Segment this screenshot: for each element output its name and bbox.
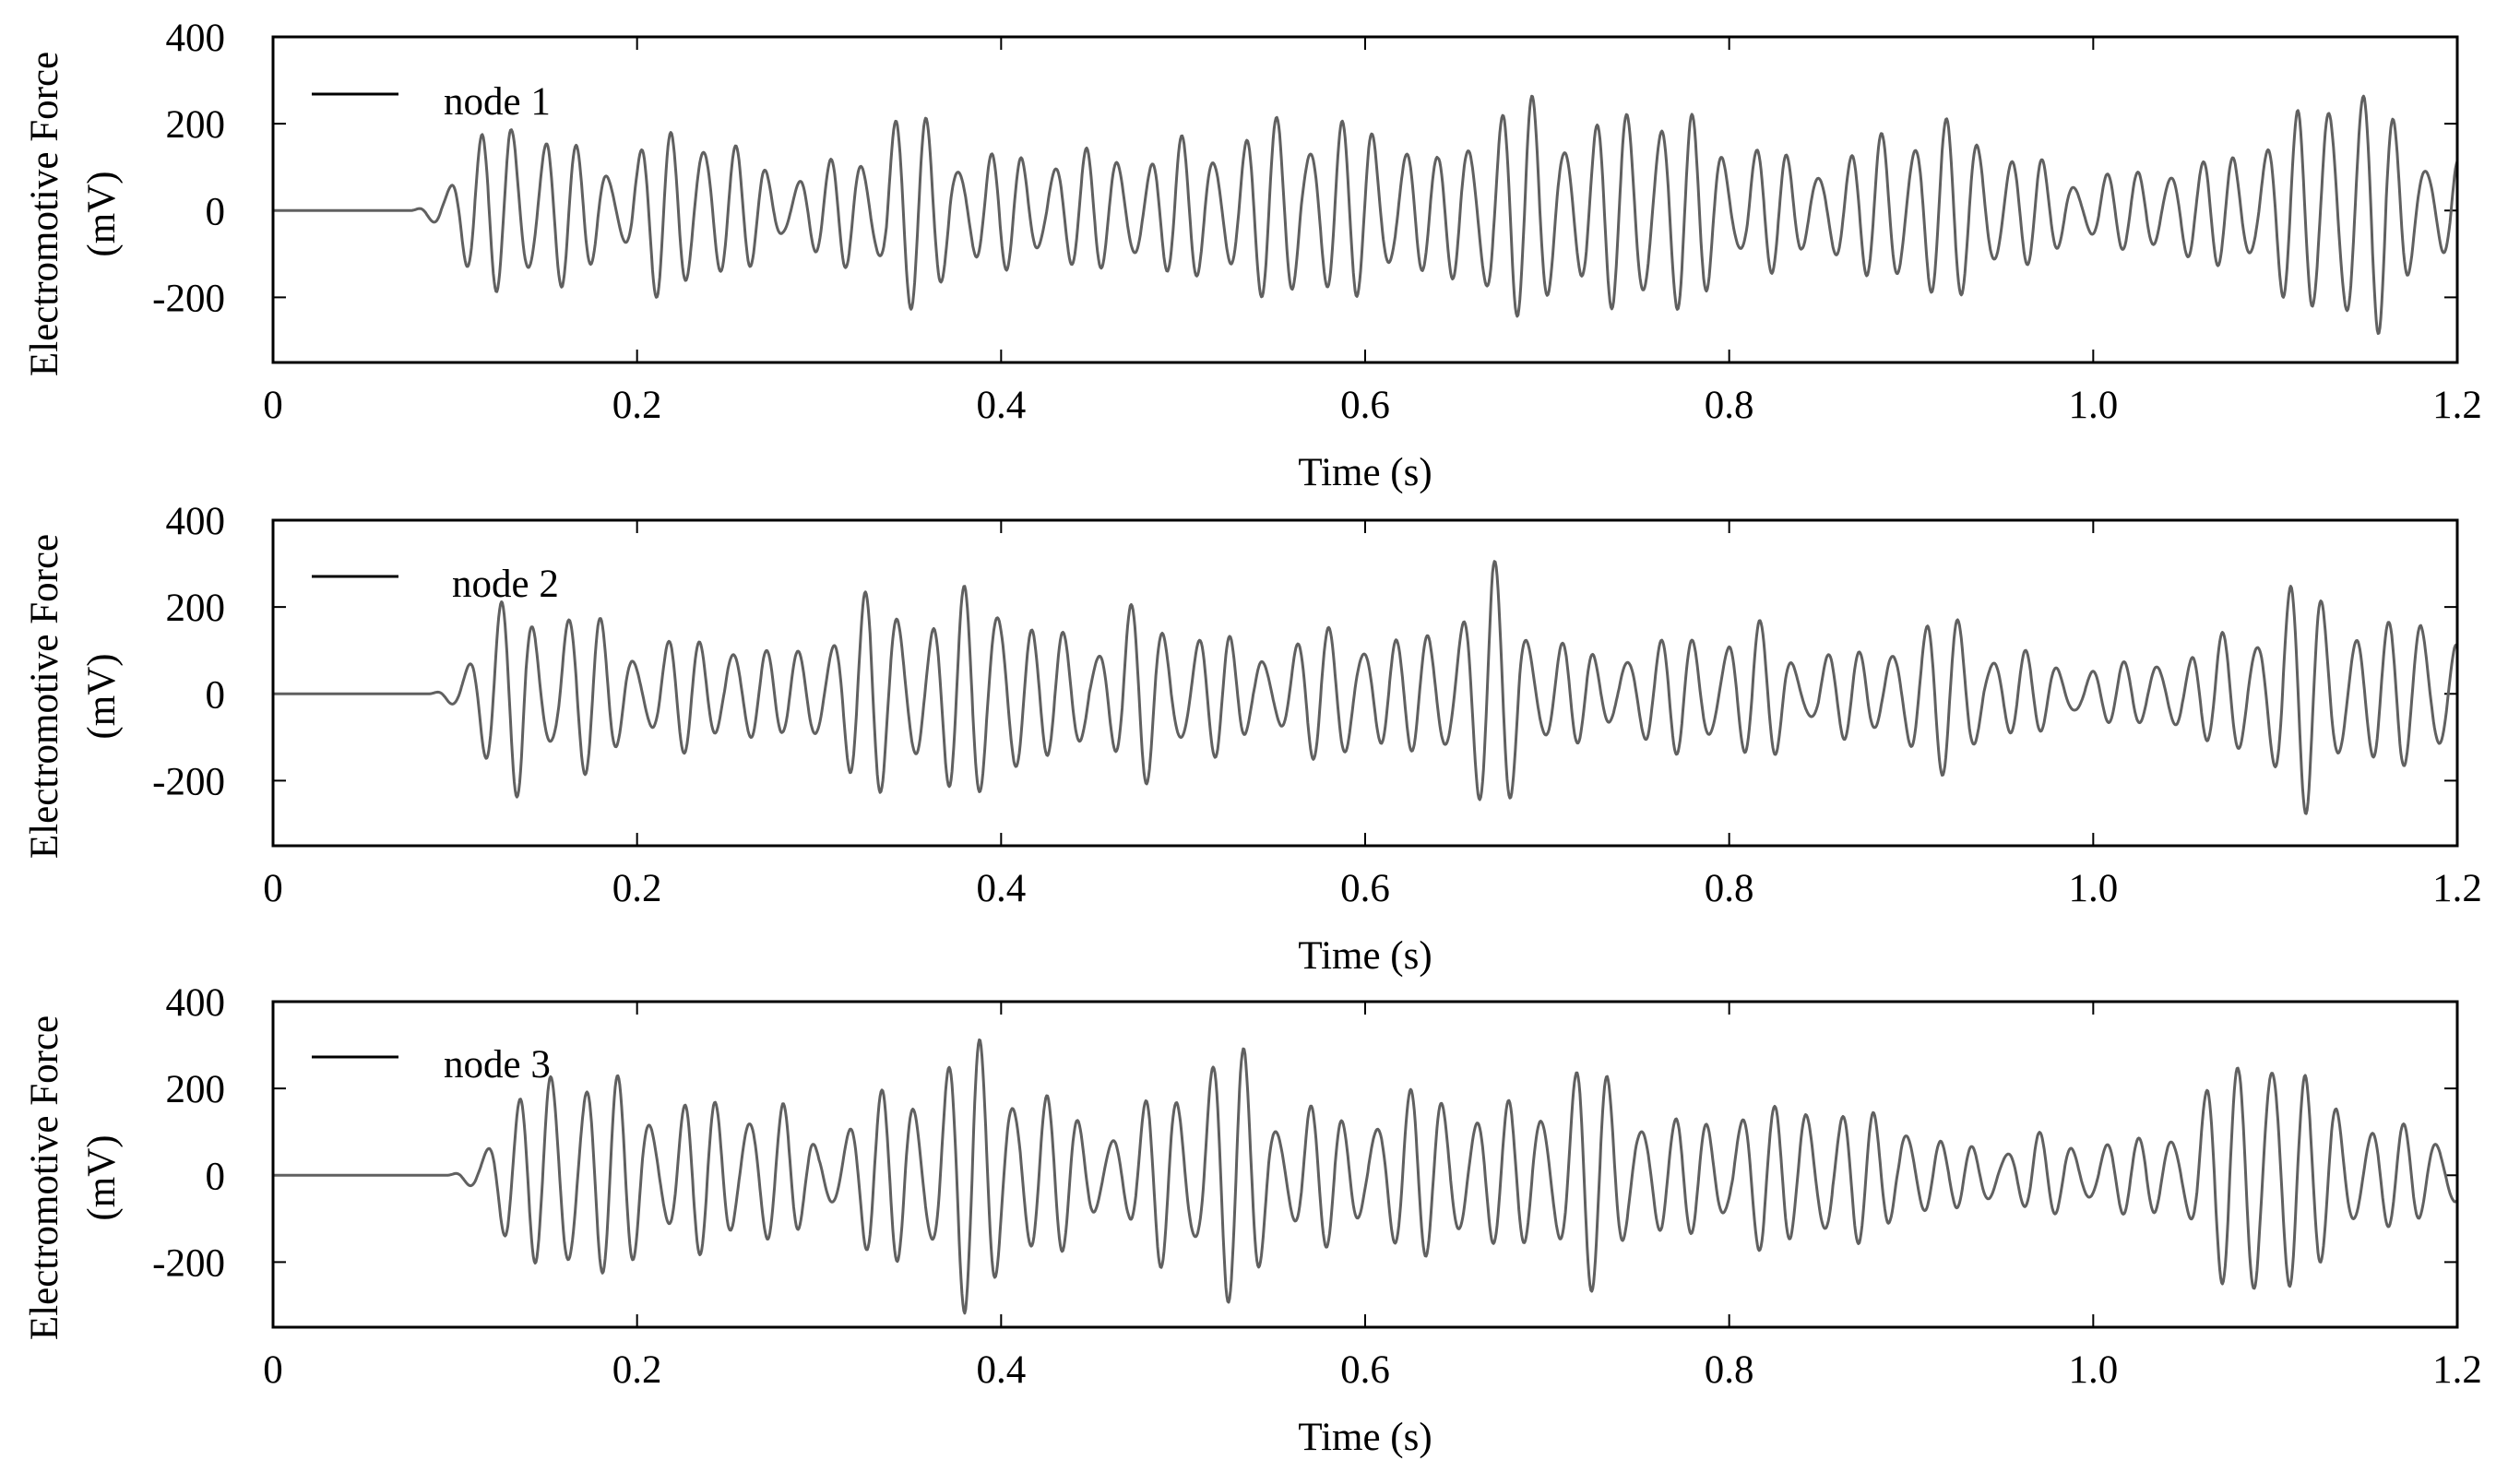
y-axis-unit: (mV): [80, 653, 124, 739]
y-tick-label: 400: [166, 500, 226, 543]
x-tick-label: 1.0: [2068, 1348, 2118, 1392]
x-tick-label: 1.2: [2432, 384, 2482, 427]
series-line-group: [273, 94, 2459, 336]
y-tick-label: 200: [166, 587, 226, 630]
y-tick-label: -200: [152, 277, 225, 320]
x-tick-label: 0.8: [1705, 384, 1754, 427]
plot-frame: [271, 1000, 2459, 1329]
legend: node 2: [312, 563, 559, 606]
x-tick-label: 0.4: [976, 1348, 1026, 1392]
x-tick-label: 0.8: [1705, 1348, 1754, 1392]
x-tick-label: 0.4: [976, 384, 1026, 427]
panel-node-2: Electromotive Force (mV) Time (s) 0 0.2 0.…: [23, 500, 2482, 978]
x-tick-label: 0: [263, 867, 283, 910]
x-tick-label: 0.6: [1340, 867, 1390, 910]
axis-ticks: 0 0.2 0.4 0.6 0.8 1.0 1.2 -200 0 200 400: [152, 17, 2482, 427]
panel-node-1: Electromotive Force (mV) Time (s) 0 0.2 0.…: [23, 17, 2482, 494]
x-axis-label: Time (s): [1298, 1416, 1432, 1459]
x-tick-label: 0.4: [976, 867, 1026, 910]
plot-frame: [271, 35, 2459, 364]
y-axis-label: Electromotive Force: [23, 1015, 66, 1340]
x-tick-label: 1.0: [2068, 867, 2118, 910]
y-tick-label: 400: [166, 981, 226, 1025]
y-tick-label: 200: [166, 1068, 226, 1111]
x-tick-label: 1.0: [2068, 384, 2118, 427]
series-line-group: [273, 560, 2458, 815]
panel-node-3: Electromotive Force (mV) Time (s) 0 0.2 0.…: [23, 981, 2482, 1459]
y-tick-label: 0: [206, 190, 226, 233]
y-tick-label: 0: [206, 1155, 226, 1198]
y-tick-label: 200: [166, 103, 226, 147]
x-axis-label: Time (s): [1298, 934, 1432, 978]
legend: node 3: [312, 1043, 551, 1086]
plot-frame: [271, 518, 2459, 848]
y-axis-unit: (mV): [80, 1134, 124, 1220]
x-tick-label: 0.6: [1340, 384, 1390, 427]
y-tick-label: 400: [166, 17, 226, 60]
x-tick-label: 0.2: [612, 867, 662, 910]
x-tick-label: 1.2: [2432, 867, 2482, 910]
y-axis-unit: (mV): [80, 171, 124, 256]
series-line: [273, 94, 2459, 336]
legend-label: node 3: [444, 1043, 551, 1086]
x-tick-label: 0.2: [612, 1348, 662, 1392]
legend-label: node 1: [444, 80, 551, 124]
x-axis-label: Time (s): [1298, 451, 1432, 494]
x-tick-label: 1.2: [2432, 1348, 2482, 1392]
y-axis-label: Electromotive Force: [23, 534, 66, 859]
legend-label: node 2: [452, 563, 559, 606]
legend: node 1: [312, 80, 551, 124]
y-axis-label: Electromotive Force: [23, 52, 66, 376]
y-tick-label: -200: [152, 1241, 225, 1285]
series-line-group: [273, 1038, 2459, 1315]
x-tick-label: 0: [263, 1348, 283, 1392]
series-line: [273, 1038, 2459, 1315]
y-tick-label: -200: [152, 760, 225, 803]
x-tick-label: 0.2: [612, 384, 662, 427]
x-tick-label: 0.8: [1705, 867, 1754, 910]
series-line: [273, 560, 2458, 815]
x-tick-label: 0.6: [1340, 1348, 1390, 1392]
x-tick-label: 0: [263, 384, 283, 427]
y-tick-label: 0: [206, 673, 226, 717]
